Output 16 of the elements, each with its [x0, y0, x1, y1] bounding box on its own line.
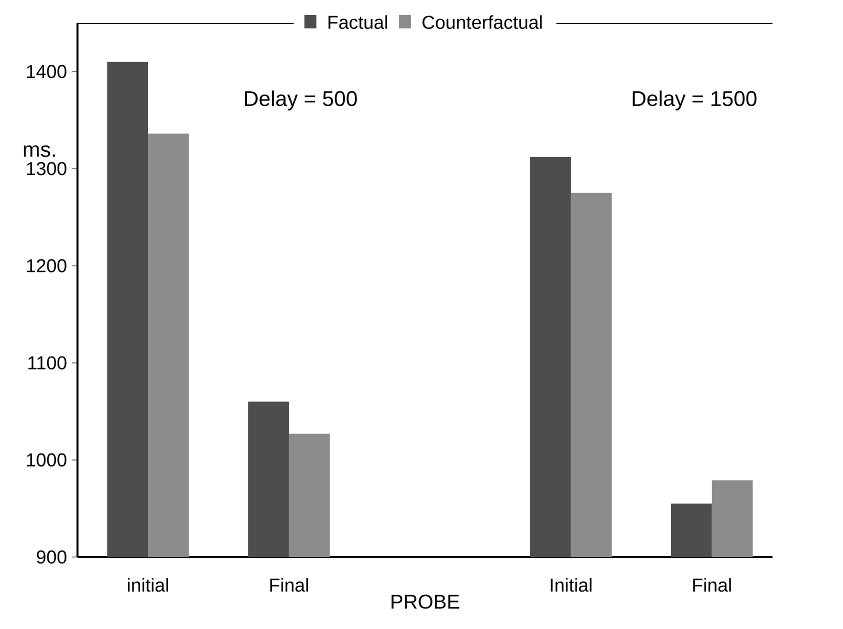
x-tick-label: initial	[128, 578, 168, 592]
x-tick-label: Final	[693, 578, 731, 592]
x-tick-label: Final	[270, 578, 308, 592]
y-tick-label: 900	[36, 550, 66, 564]
y-tick-label: 1000	[27, 453, 66, 467]
legend-label: Factual	[328, 15, 388, 29]
y-tick-label: 1200	[27, 259, 66, 272]
x-axis-title: PROBE	[392, 594, 460, 609]
y-tick-label: 1100	[28, 356, 66, 370]
annotation: Delay = 500	[245, 90, 357, 110]
y-tick-label: 1400	[27, 64, 66, 78]
legend-label: Counterfactual	[422, 15, 542, 29]
x-tick-label: Initial	[550, 578, 592, 592]
y-tick-label: 1300	[27, 162, 66, 176]
annotation: Delay = 1500	[632, 90, 756, 110]
y-axis-title: ms.	[24, 145, 55, 158]
